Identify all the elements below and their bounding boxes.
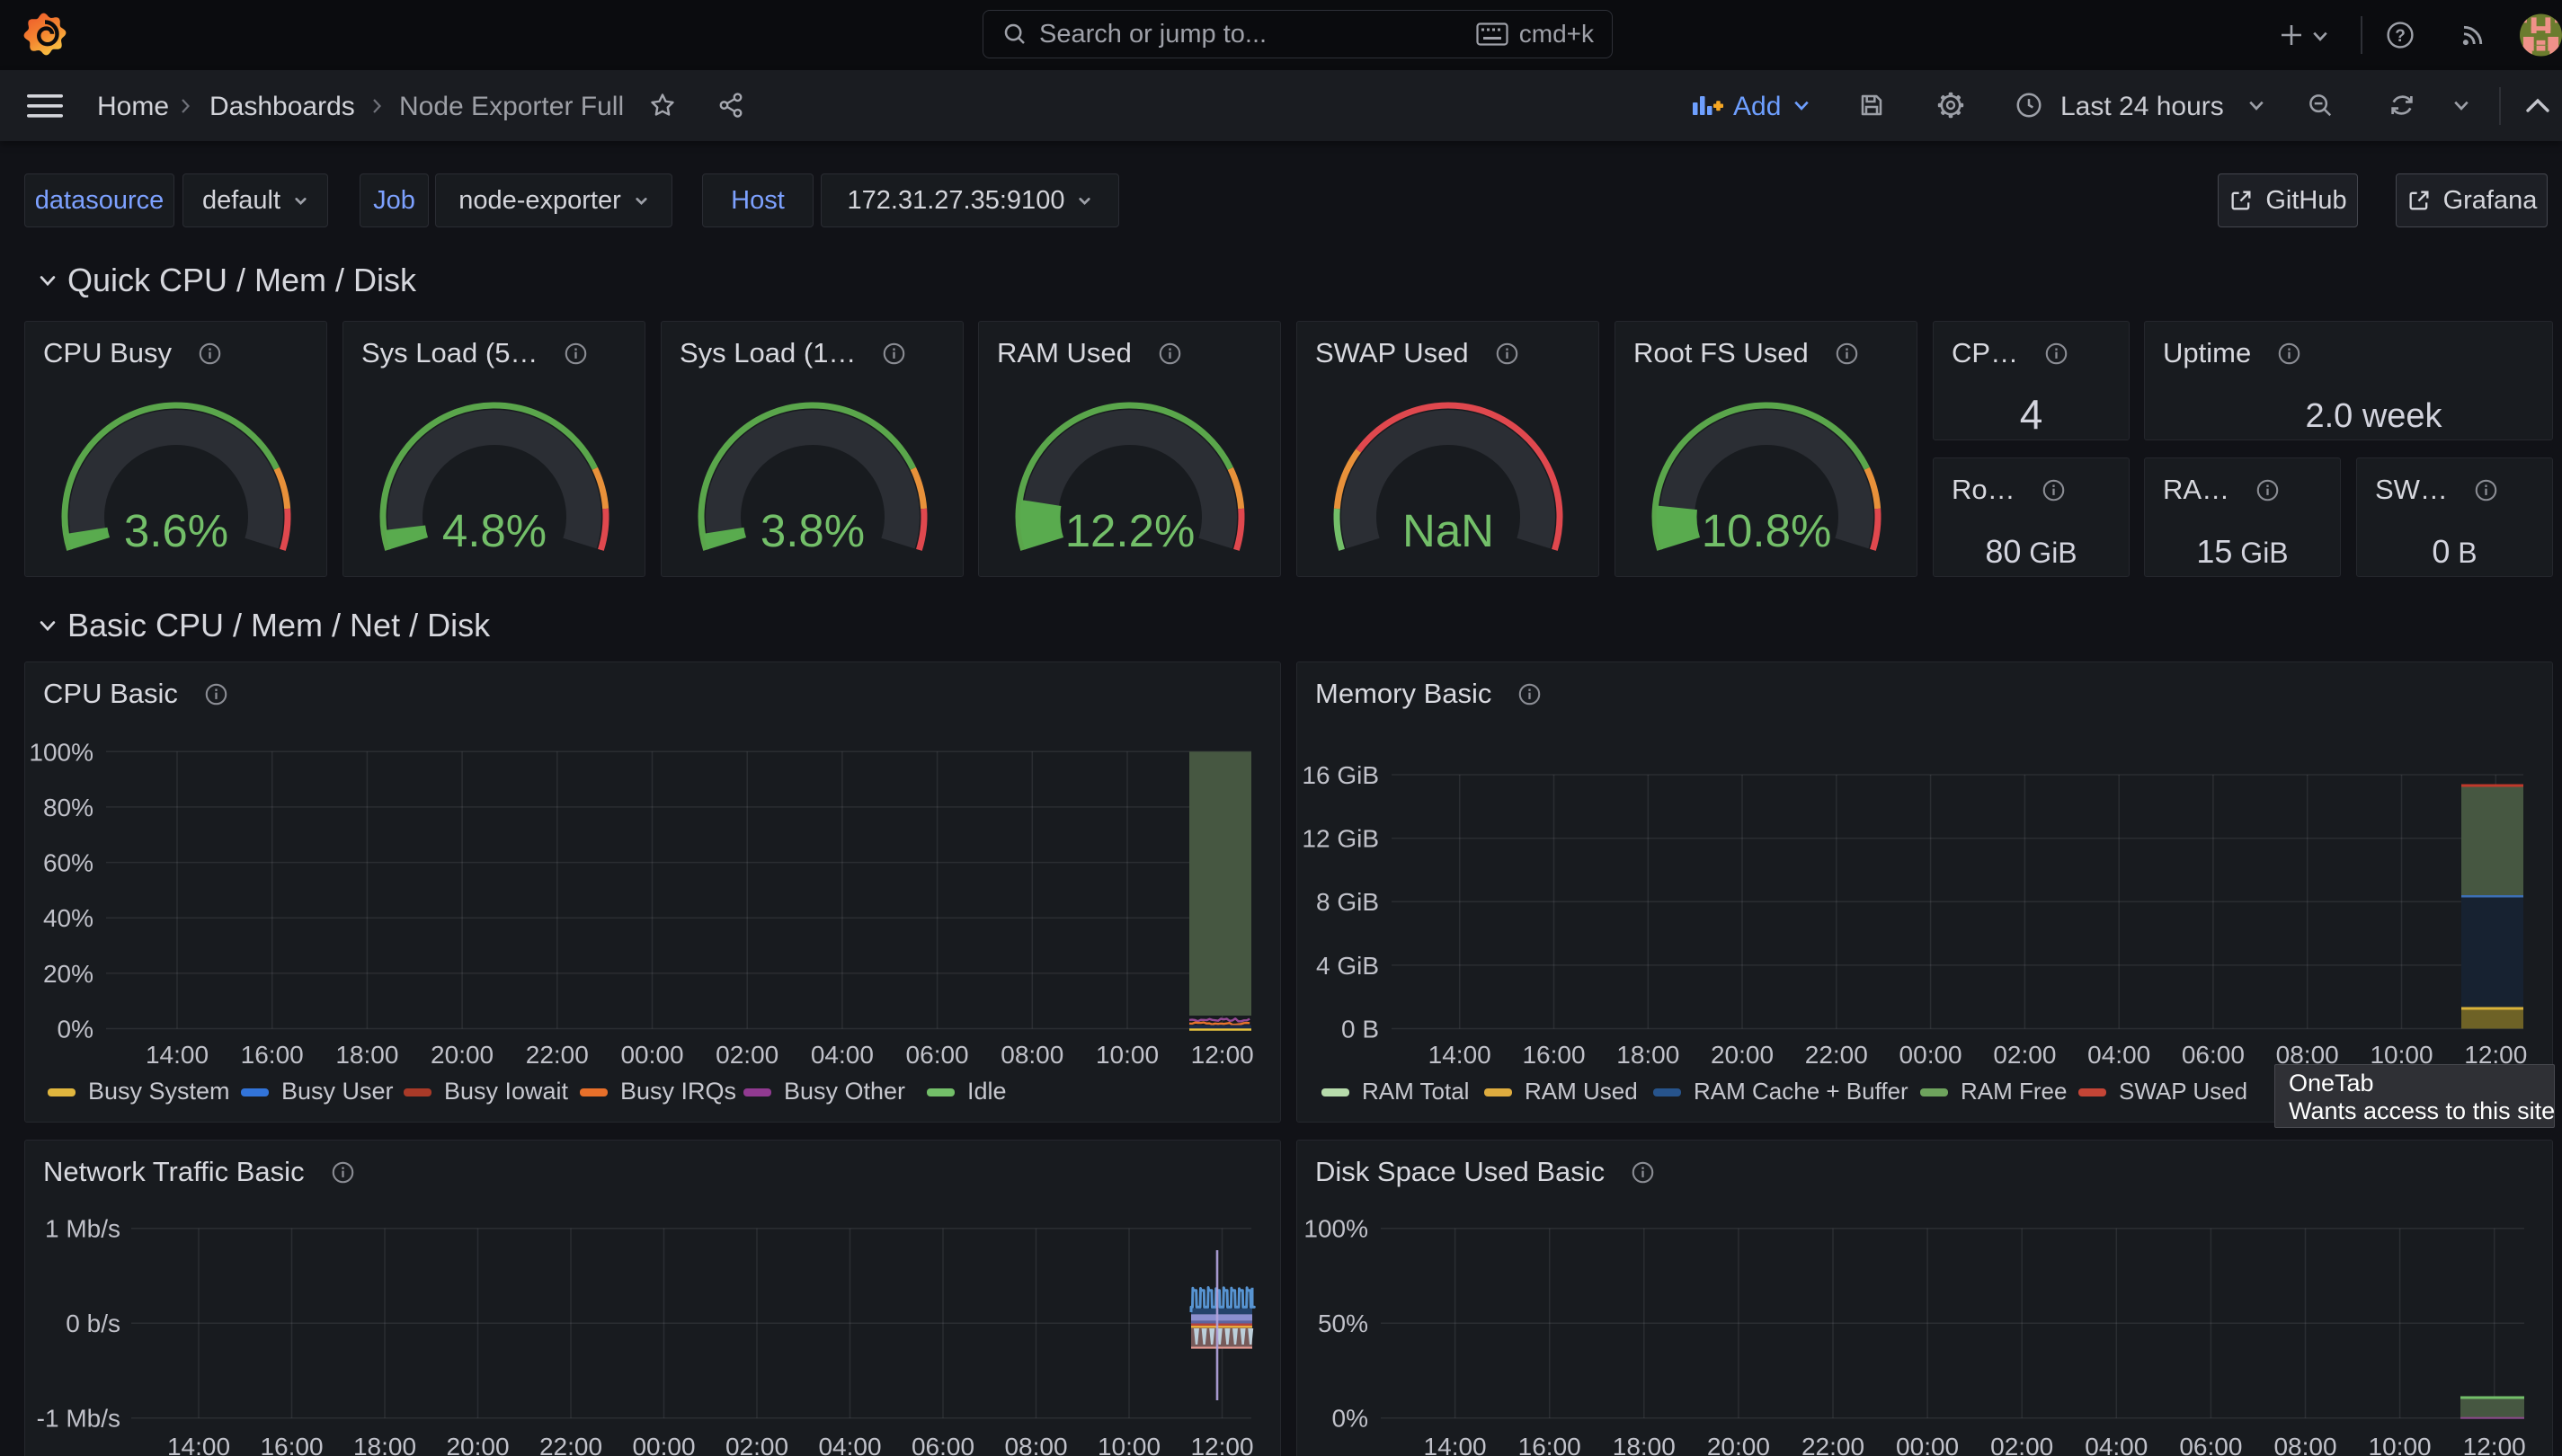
- svg-text:06:00: 06:00: [2179, 1433, 2242, 1456]
- svg-text:08:00: 08:00: [2273, 1433, 2336, 1456]
- svg-text:20:00: 20:00: [446, 1433, 509, 1456]
- svg-text:16:00: 16:00: [1518, 1433, 1581, 1456]
- svg-text:02:00: 02:00: [1990, 1433, 2053, 1456]
- svg-text:12 GiB: 12 GiB: [1302, 825, 1379, 853]
- svg-text:4.8%: 4.8%: [442, 505, 547, 556]
- svg-text:40%: 40%: [43, 904, 93, 932]
- svg-text:00:00: 00:00: [1896, 1433, 1959, 1456]
- svg-text:12:00: 12:00: [2463, 1433, 2526, 1456]
- svg-text:06:00: 06:00: [906, 1041, 969, 1069]
- svg-text:06:00: 06:00: [912, 1433, 974, 1456]
- svg-text:02:00: 02:00: [1993, 1041, 2056, 1069]
- svg-text:06:00: 06:00: [2182, 1041, 2245, 1069]
- svg-text:20%: 20%: [43, 960, 93, 988]
- svg-text:10:00: 10:00: [1096, 1041, 1159, 1069]
- svg-text:60%: 60%: [43, 849, 93, 877]
- svg-text:-1 Mb/s: -1 Mb/s: [37, 1405, 120, 1433]
- svg-text:0 B: 0 B: [1341, 1016, 1379, 1043]
- svg-text:0%: 0%: [1332, 1405, 1368, 1433]
- svg-text:12:00: 12:00: [2464, 1041, 2527, 1069]
- svg-text:08:00: 08:00: [1004, 1433, 1067, 1456]
- svg-text:00:00: 00:00: [620, 1041, 683, 1069]
- svg-text:00:00: 00:00: [632, 1433, 695, 1456]
- svg-text:10:00: 10:00: [1098, 1433, 1161, 1456]
- svg-text:100%: 100%: [1303, 1215, 1368, 1243]
- svg-text:1 Mb/s: 1 Mb/s: [45, 1215, 120, 1243]
- svg-text:12.2%: 12.2%: [1065, 505, 1196, 556]
- svg-text:16:00: 16:00: [1522, 1041, 1585, 1069]
- svg-text:?: ?: [2395, 27, 2406, 46]
- svg-text:14:00: 14:00: [1428, 1041, 1491, 1069]
- svg-text:80%: 80%: [43, 794, 93, 821]
- svg-text:12:00: 12:00: [1190, 1433, 1253, 1456]
- svg-text:22:00: 22:00: [1805, 1041, 1868, 1069]
- svg-text:10.8%: 10.8%: [1702, 505, 1832, 556]
- svg-text:14:00: 14:00: [1424, 1433, 1487, 1456]
- svg-text:10:00: 10:00: [2369, 1433, 2432, 1456]
- svg-text:50%: 50%: [1318, 1310, 1368, 1337]
- svg-text:00:00: 00:00: [1899, 1041, 1962, 1069]
- svg-text:12:00: 12:00: [1191, 1041, 1254, 1069]
- svg-text:18:00: 18:00: [353, 1433, 416, 1456]
- svg-text:3.8%: 3.8%: [761, 505, 865, 556]
- svg-text:04:00: 04:00: [811, 1041, 874, 1069]
- svg-text:20:00: 20:00: [1707, 1433, 1770, 1456]
- svg-text:0%: 0%: [58, 1016, 93, 1043]
- svg-text:02:00: 02:00: [716, 1041, 778, 1069]
- svg-text:100%: 100%: [29, 738, 93, 766]
- svg-text:14:00: 14:00: [146, 1041, 209, 1069]
- svg-text:4 GiB: 4 GiB: [1316, 952, 1379, 980]
- svg-text:04:00: 04:00: [2087, 1041, 2150, 1069]
- svg-text:10:00: 10:00: [2370, 1041, 2433, 1069]
- svg-text:18:00: 18:00: [1613, 1433, 1676, 1456]
- svg-text:16:00: 16:00: [241, 1041, 304, 1069]
- svg-text:22:00: 22:00: [539, 1433, 602, 1456]
- svg-text:3.6%: 3.6%: [124, 505, 228, 556]
- svg-text:16 GiB: 16 GiB: [1302, 761, 1379, 789]
- svg-text:16:00: 16:00: [260, 1433, 323, 1456]
- svg-text:02:00: 02:00: [725, 1433, 788, 1456]
- svg-text:18:00: 18:00: [335, 1041, 398, 1069]
- svg-text:8 GiB: 8 GiB: [1316, 888, 1379, 916]
- svg-text:20:00: 20:00: [431, 1041, 494, 1069]
- svg-text:22:00: 22:00: [1801, 1433, 1864, 1456]
- svg-text:08:00: 08:00: [1001, 1041, 1063, 1069]
- svg-text:04:00: 04:00: [818, 1433, 881, 1456]
- svg-text:08:00: 08:00: [2276, 1041, 2339, 1069]
- svg-text:18:00: 18:00: [1616, 1041, 1679, 1069]
- svg-text:04:00: 04:00: [2085, 1433, 2148, 1456]
- svg-text:0 b/s: 0 b/s: [66, 1310, 120, 1337]
- svg-text:20:00: 20:00: [1711, 1041, 1774, 1069]
- svg-text:NaN: NaN: [1402, 505, 1494, 556]
- svg-text:14:00: 14:00: [167, 1433, 230, 1456]
- svg-text:22:00: 22:00: [526, 1041, 589, 1069]
